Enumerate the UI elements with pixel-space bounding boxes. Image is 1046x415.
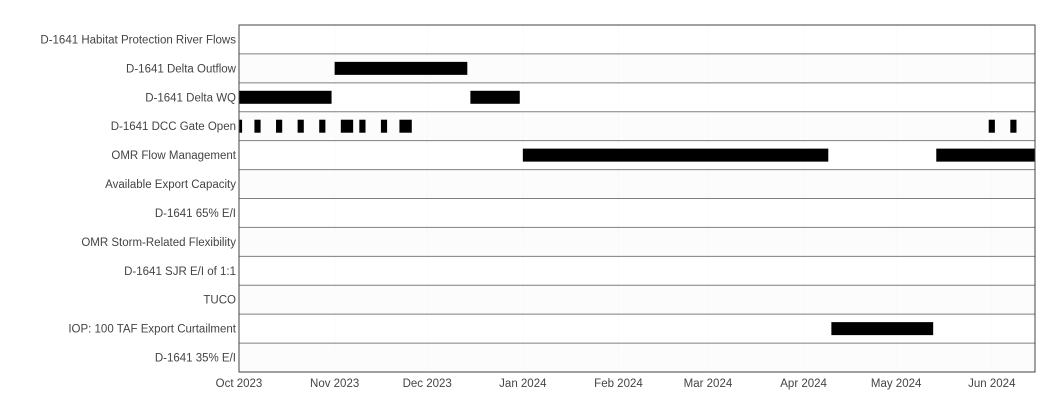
x-tick-label: Feb 2024 xyxy=(594,378,643,390)
row-label: D-1641 35% E/I xyxy=(155,353,236,365)
row-band xyxy=(239,83,1035,112)
row-band xyxy=(239,112,1035,141)
row-band xyxy=(239,26,1035,54)
row-labels: D-1641 Habitat Protection River Flows D-1… xyxy=(40,34,236,364)
row-label: OMR Flow Management xyxy=(111,150,236,162)
row-band xyxy=(239,170,1035,199)
activity-bar xyxy=(239,90,332,104)
x-axis-tick-labels: Oct 2023 Nov 2023 Dec 2023 Jan 2024 Feb 2024… xyxy=(216,378,1016,390)
row-band xyxy=(239,228,1035,257)
x-tick-label: Oct 2023 xyxy=(216,378,263,390)
activity-bar xyxy=(470,90,520,104)
activity-bar xyxy=(380,119,388,133)
x-tick-label: Jun 2024 xyxy=(968,378,1016,390)
activity-bar xyxy=(297,119,304,133)
row-band xyxy=(239,286,1035,315)
activity-bar xyxy=(399,119,412,133)
row-label: Available Export Capacity xyxy=(105,179,236,191)
row-label: IOP: 100 TAF Export Curtailment xyxy=(68,324,236,336)
x-tick-label: Dec 2023 xyxy=(403,378,452,390)
row-label: D-1641 Delta WQ xyxy=(145,92,236,104)
activity-bar xyxy=(988,119,995,133)
activity-bar xyxy=(254,119,261,133)
x-tick-label: Nov 2023 xyxy=(310,378,359,390)
activity-bar xyxy=(239,119,243,133)
activity-bar xyxy=(319,119,326,133)
row-label: OMR Storm-Related Flexibility xyxy=(81,237,236,249)
row-label: TUCO xyxy=(203,295,236,307)
row-band xyxy=(239,199,1035,228)
row-label: D-1641 DCC Gate Open xyxy=(111,121,236,133)
activity-bar xyxy=(359,119,366,133)
activity-bar xyxy=(276,119,283,133)
row-label: D-1641 Delta Outflow xyxy=(126,63,237,75)
activity-bar xyxy=(936,148,1035,162)
activity-bar xyxy=(831,322,934,336)
x-tick-label: May 2024 xyxy=(871,378,922,390)
row-label: D-1641 Habitat Protection River Flows xyxy=(40,34,236,46)
row-band xyxy=(239,344,1035,372)
activity-bar xyxy=(522,148,829,162)
activity-bar xyxy=(1010,119,1017,133)
row-label: D-1641 65% E/I xyxy=(155,208,236,220)
activity-bars xyxy=(239,61,1035,336)
row-band xyxy=(239,257,1035,286)
x-tick-label: Apr 2024 xyxy=(780,378,827,390)
activity-bar xyxy=(340,119,354,133)
x-tick-label: Jan 2024 xyxy=(499,378,547,390)
row-label: D-1641 SJR E/I of 1:1 xyxy=(124,266,236,278)
plot-frame xyxy=(238,24,1036,373)
x-tick-label: Mar 2024 xyxy=(684,378,733,390)
activity-bar xyxy=(334,61,468,75)
row-bands xyxy=(239,26,1035,372)
